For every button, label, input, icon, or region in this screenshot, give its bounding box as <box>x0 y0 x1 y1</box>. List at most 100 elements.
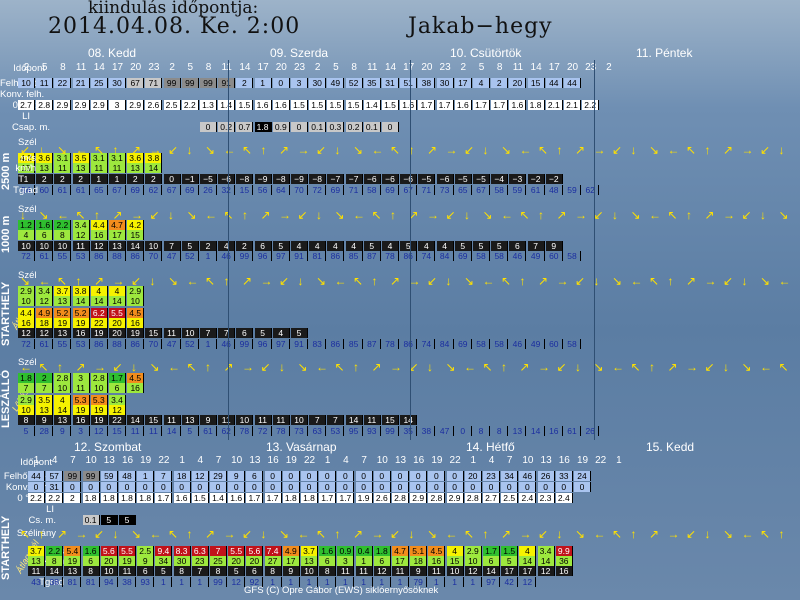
table-cell: 0 <box>264 471 282 481</box>
table-cell: 38 <box>46 577 64 587</box>
table-cell: 1 <box>324 456 331 466</box>
table-cell: 1.8 <box>373 546 391 556</box>
table-cell: 15 <box>382 415 399 425</box>
wind-direction-arrow-icon: ↓ <box>741 274 748 288</box>
table-cell: 30 <box>173 556 191 566</box>
table-cell: 11 <box>109 163 126 173</box>
table-cell: 2.5 <box>501 493 519 503</box>
table-cell: 72 <box>18 251 35 261</box>
table-cell: 4 <box>291 241 308 251</box>
table-cell: 3.1 <box>109 153 126 163</box>
table-cell: 2.7 <box>18 100 35 110</box>
table-cell: 14 <box>93 63 105 73</box>
table-cell: 1.6 <box>319 546 337 556</box>
table-cell: 86 <box>400 251 418 261</box>
table-cell: 64 <box>273 185 290 195</box>
table-cell: 20 <box>130 63 142 73</box>
table-cell: 14 <box>528 426 545 436</box>
table-cell: 62 <box>145 185 163 195</box>
table-cell: 5 <box>18 426 35 436</box>
table-cell: 2.8 <box>428 493 446 503</box>
wind-direction-arrow-icon: ↗ <box>112 208 123 222</box>
table-cell: 16 <box>428 556 446 566</box>
wind-direction-arrow-icon: ↓ <box>445 274 452 288</box>
table-cell: 20 <box>109 328 126 338</box>
table-cell: 6 <box>109 383 126 393</box>
table-cell: 86 <box>327 251 345 261</box>
wind-direction-arrow-icon: ↘ <box>334 208 345 222</box>
table-cell: 7 <box>218 328 236 338</box>
wind-direction-arrow-icon: ↓ <box>149 274 156 288</box>
wind-direction-arrow-icon: → <box>149 143 162 157</box>
day-header: 09. Szerda <box>270 46 329 60</box>
table-cell: 38 <box>418 426 436 436</box>
label-ms: m/s <box>20 153 36 164</box>
table-cell: 0 <box>355 482 373 492</box>
table-cell: 11 <box>163 415 181 425</box>
table-cell: 78 <box>236 426 254 436</box>
table-cell: −6 <box>436 174 454 184</box>
table-cell: 1 <box>254 78 272 88</box>
table-cell: 61 <box>36 339 54 349</box>
table-cell: 60 <box>546 251 563 261</box>
wind-direction-arrow-icon: ↑ <box>390 208 396 222</box>
table-cell: 15 <box>236 185 254 195</box>
table-cell: 1.7 <box>418 100 436 110</box>
table-cell: 1 <box>200 339 217 349</box>
table-cell: 4 <box>218 241 236 251</box>
wind-direction-arrow-icon: ↗ <box>57 527 68 541</box>
table-cell: 1.5 <box>191 493 209 503</box>
table-cell: 16 <box>267 456 279 466</box>
wind-direction-arrow-icon: ↗ <box>75 360 86 374</box>
wind-direction-arrow-icon: ↙ <box>316 143 327 157</box>
table-cell: 12 <box>18 328 35 338</box>
wind-direction-arrow-icon: ↗ <box>649 527 660 541</box>
table-cell: 1.7 <box>264 493 282 503</box>
table-cell: 8 <box>491 426 509 436</box>
table-cell: 0 <box>155 482 173 492</box>
table-cell: 93 <box>137 577 155 587</box>
table-cell: 0 <box>301 482 318 492</box>
table-cell: 5 <box>491 241 509 251</box>
table-cell: 28 <box>36 426 54 436</box>
wind-direction-arrow-icon: → <box>519 527 532 541</box>
wind-direction-arrow-icon: ↑ <box>482 527 489 541</box>
table-cell: 1.8 <box>82 493 100 503</box>
table-cell: 2.2 <box>54 220 72 230</box>
table-cell: 5.5 <box>109 308 126 318</box>
table-cell: 10 <box>90 383 108 393</box>
table-cell: 10 <box>36 241 54 251</box>
wind-direction-arrow-icon: → <box>260 274 273 288</box>
table-cell: 99 <box>236 339 254 349</box>
table-cell: 11 <box>72 241 90 251</box>
wind-direction-arrow-icon: ↘ <box>575 527 586 541</box>
table-cell: 5 <box>100 515 118 525</box>
table-cell: 3.4 <box>109 395 126 405</box>
table-cell: 16 <box>127 318 145 328</box>
wind-direction-arrow-icon: ↗ <box>686 274 697 288</box>
wind-direction-arrow-icon: ↑ <box>778 527 785 541</box>
table-cell: 4.5 <box>127 373 145 383</box>
table-cell: 0.1 <box>82 515 100 525</box>
table-cell: 7 <box>70 456 76 466</box>
table-cell: −2 <box>527 174 545 184</box>
table-cell: 5.5 <box>119 546 136 556</box>
table-cell: 11 <box>127 426 145 436</box>
wind-direction-arrow-icon: ↑ <box>260 143 267 157</box>
wind-direction-arrow-icon: ↘ <box>501 143 512 157</box>
table-cell: 6 <box>254 241 272 251</box>
table-cell: 10 <box>18 241 35 251</box>
table-cell: 12 <box>228 577 246 587</box>
table-cell: 2.2 <box>181 100 199 110</box>
table-cell: 2 <box>236 241 254 251</box>
table-cell: 6 <box>82 556 100 566</box>
table-cell: 11 <box>36 78 54 88</box>
table-cell: 0 <box>455 426 472 436</box>
table-cell: 7 <box>327 415 345 425</box>
table-cell: 0 <box>173 482 191 492</box>
table-cell: 11 <box>145 426 163 436</box>
table-cell: 91 <box>291 251 308 261</box>
table-cell: 12 <box>519 577 537 587</box>
table-cell: 20 <box>100 556 118 566</box>
table-cell: 3.4 <box>36 286 54 296</box>
